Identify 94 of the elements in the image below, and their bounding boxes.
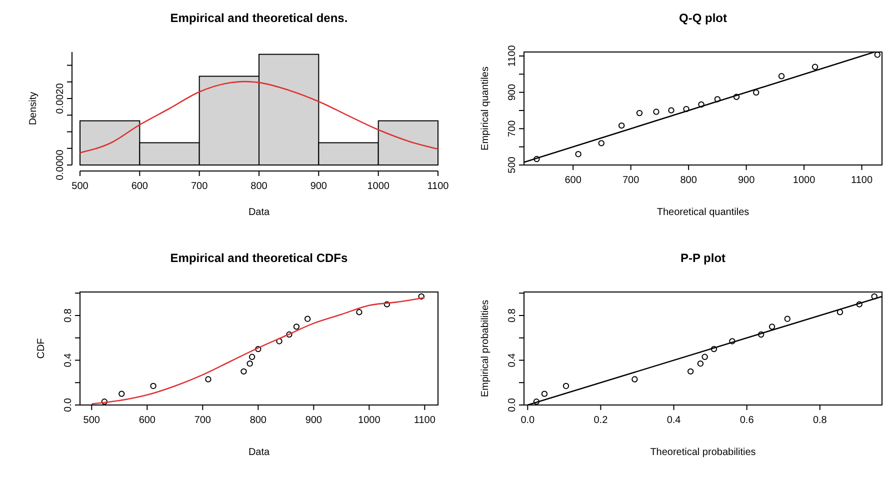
point (653, 108, 660, 115)
point (778, 73, 785, 80)
x-tick-label: 500 (83, 415, 100, 426)
x-tick-label: 0.8 (812, 415, 828, 426)
point (618, 122, 625, 129)
x-axis-title: Theoretical probabilities (650, 447, 756, 458)
x-tick-label: 1100 (427, 181, 450, 192)
point (118, 390, 125, 397)
point (255, 346, 262, 352)
y-axis-title: Empirical quantiles (480, 66, 491, 150)
point (729, 338, 736, 344)
point (710, 346, 718, 352)
x-tick-label: 1100 (414, 415, 436, 426)
point (562, 382, 570, 390)
y-tick-label: 0.0020 (55, 82, 66, 114)
point (698, 101, 704, 108)
x-tick-label: 0.0 (520, 415, 536, 426)
chart-title: Empirical and theoretical CDFs (170, 251, 348, 265)
point (534, 156, 540, 162)
point (293, 324, 300, 330)
x-tick-label: 0.2 (594, 415, 608, 426)
y-tick-label: 0.8 (507, 308, 518, 322)
point (246, 360, 253, 367)
x-tick-label: 1000 (367, 181, 390, 192)
y-axis-title: Empirical probabilities (480, 300, 491, 398)
x-tick-label: 800 (250, 415, 267, 426)
y-tick-label: 0.0000 (55, 149, 66, 180)
y-tick-label: 700 (507, 120, 518, 138)
point (598, 140, 604, 146)
point (733, 94, 740, 100)
x-tick-label: 600 (131, 181, 148, 192)
point (856, 301, 862, 308)
x-axis-title: Data (248, 207, 270, 218)
y-tick-label: 0.8 (63, 308, 74, 322)
x-tick-label: 700 (190, 181, 208, 192)
point (248, 354, 256, 360)
x-tick-label: 900 (738, 175, 756, 186)
point (836, 309, 844, 316)
point (541, 390, 548, 397)
y-tick-label: 1100 (507, 44, 518, 67)
y-tick-label: 500 (507, 156, 518, 174)
point (418, 293, 424, 300)
x-tick-label: 0.4 (666, 415, 682, 426)
chart-title: Q-Q plot (679, 11, 727, 25)
chart-title: P-P plot (680, 251, 726, 265)
y-tick-label: 900 (507, 84, 518, 101)
point (812, 64, 818, 70)
chart-title: Empirical and theoretical dens. (170, 11, 348, 25)
point (384, 301, 390, 308)
point (240, 368, 247, 375)
y-axis-title: Density (28, 92, 39, 126)
x-tick-label: 1000 (792, 175, 816, 186)
point (101, 398, 108, 405)
y-tick-label: 0.4 (63, 352, 74, 368)
point (205, 376, 212, 382)
point (683, 106, 690, 112)
point (784, 316, 790, 322)
x-axis-title: Data (248, 447, 270, 458)
y-tick-label: 0.4 (507, 352, 518, 368)
line-series (79, 80, 439, 154)
point (702, 354, 708, 360)
point (753, 89, 760, 96)
x-tick-label: 500 (72, 181, 89, 192)
point (286, 331, 292, 338)
point (276, 338, 282, 344)
point (758, 331, 764, 338)
x-tick-label: 800 (680, 175, 698, 186)
y-tick-label: 0.0 (63, 398, 74, 412)
point (636, 110, 643, 116)
x-tick-label: 900 (310, 181, 328, 192)
point (533, 398, 540, 405)
x-tick-label: 900 (305, 415, 322, 426)
x-tick-label: 1100 (851, 175, 873, 186)
x-axis-title: Theoretical quantiles (656, 207, 750, 218)
y-axis-title: CDF (36, 338, 47, 359)
point (768, 324, 776, 330)
x-tick-label: 700 (622, 175, 640, 186)
point (714, 96, 721, 102)
y-tick-label: 0.0 (507, 398, 518, 412)
point (632, 376, 638, 382)
point (668, 107, 674, 114)
x-tick-label: 800 (250, 181, 268, 192)
point (871, 293, 878, 300)
point (575, 151, 582, 158)
point (687, 368, 694, 375)
point (304, 316, 311, 322)
x-tick-label: 600 (564, 175, 582, 186)
point (697, 360, 704, 367)
x-tick-label: 700 (194, 415, 212, 426)
point (356, 309, 362, 316)
point (150, 382, 156, 390)
x-tick-label: 0.6 (740, 415, 754, 426)
x-tick-label: 600 (138, 415, 156, 426)
x-tick-label: 1000 (358, 415, 381, 426)
